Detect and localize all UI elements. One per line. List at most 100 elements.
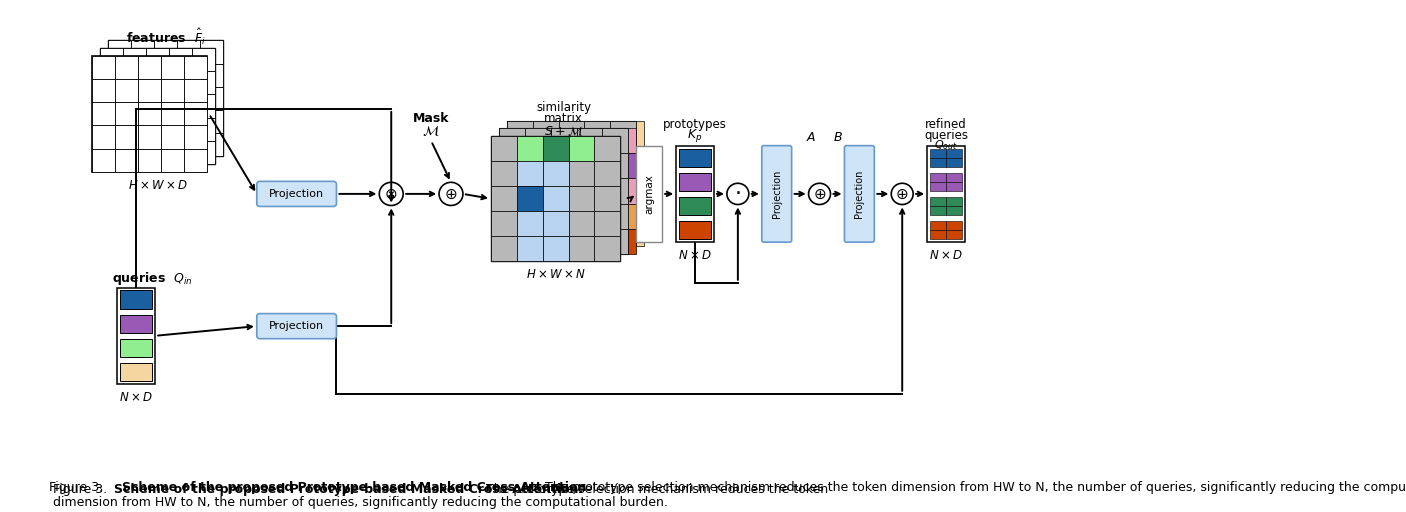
Bar xyxy=(100,95,124,118)
Bar xyxy=(499,204,524,229)
Bar xyxy=(946,206,962,215)
Text: dimension from HW to N, the number of queries, significantly reducing the comput: dimension from HW to N, the number of qu… xyxy=(52,496,668,509)
Bar xyxy=(637,196,644,221)
Bar xyxy=(524,179,551,204)
Bar xyxy=(124,71,146,95)
Bar xyxy=(931,221,946,230)
Bar xyxy=(162,56,184,79)
Bar xyxy=(184,56,207,79)
Text: $S + \mathcal{M}$: $S + \mathcal{M}$ xyxy=(544,124,583,138)
Bar xyxy=(610,145,637,170)
Bar xyxy=(517,237,543,262)
Bar xyxy=(524,204,551,229)
Bar xyxy=(169,141,193,164)
Bar xyxy=(499,229,524,254)
Bar xyxy=(138,148,162,172)
Bar xyxy=(93,102,115,125)
Bar xyxy=(499,129,524,154)
FancyBboxPatch shape xyxy=(257,313,336,339)
Bar xyxy=(93,56,115,79)
Text: queries: queries xyxy=(924,129,969,141)
Bar xyxy=(524,154,551,179)
Text: $A$: $A$ xyxy=(807,132,817,144)
Text: ⊗: ⊗ xyxy=(385,186,398,201)
Bar xyxy=(108,40,224,156)
Bar xyxy=(184,125,207,148)
Bar xyxy=(927,145,965,242)
Bar xyxy=(551,179,576,204)
Bar xyxy=(93,79,115,102)
Circle shape xyxy=(808,183,831,204)
Bar xyxy=(628,154,637,179)
Circle shape xyxy=(439,182,463,205)
Bar xyxy=(524,129,551,154)
Bar xyxy=(576,129,602,154)
Bar xyxy=(931,182,946,191)
Text: $\mathcal{M}$: $\mathcal{M}$ xyxy=(422,124,440,138)
Bar xyxy=(146,48,169,71)
Bar xyxy=(146,71,169,95)
Bar xyxy=(131,40,155,63)
Bar xyxy=(108,63,131,87)
Bar xyxy=(946,148,962,158)
Bar xyxy=(193,95,215,118)
Text: queries  $Q_{in}$: queries $Q_{in}$ xyxy=(112,270,193,287)
Bar xyxy=(121,314,152,333)
Bar xyxy=(610,221,637,246)
Bar xyxy=(585,170,610,196)
Bar xyxy=(679,173,711,191)
Bar xyxy=(543,136,568,161)
Bar xyxy=(108,40,131,63)
Bar xyxy=(517,186,543,211)
Bar xyxy=(628,229,637,254)
Bar xyxy=(146,118,169,141)
Bar xyxy=(558,221,585,246)
Bar xyxy=(517,211,543,237)
Bar xyxy=(576,204,602,229)
Bar xyxy=(200,133,224,156)
Bar xyxy=(491,186,517,211)
Bar xyxy=(533,120,558,145)
Bar xyxy=(551,129,576,154)
Bar xyxy=(146,95,169,118)
Bar xyxy=(576,179,602,204)
Bar xyxy=(124,141,146,164)
Bar xyxy=(585,221,610,246)
Bar xyxy=(169,95,193,118)
Bar xyxy=(93,125,115,148)
Bar xyxy=(568,237,595,262)
Bar xyxy=(169,48,193,71)
Bar xyxy=(595,136,620,161)
Bar xyxy=(637,120,644,145)
Bar xyxy=(576,154,602,179)
Bar xyxy=(679,148,711,167)
Bar xyxy=(602,154,628,179)
Bar xyxy=(931,173,946,182)
Bar xyxy=(558,170,585,196)
Bar xyxy=(193,118,215,141)
Text: $K_p$: $K_p$ xyxy=(688,127,703,144)
FancyBboxPatch shape xyxy=(762,145,792,242)
Bar xyxy=(491,161,517,186)
Text: ⊕: ⊕ xyxy=(813,186,825,201)
Bar xyxy=(146,141,169,164)
Bar xyxy=(506,120,533,145)
Bar xyxy=(115,148,138,172)
Bar xyxy=(138,102,162,125)
Bar xyxy=(100,48,215,164)
Bar xyxy=(184,79,207,102)
Bar xyxy=(506,196,533,221)
Text: Projection: Projection xyxy=(269,189,325,199)
Bar xyxy=(931,230,946,239)
Bar xyxy=(177,133,200,156)
Bar xyxy=(595,237,620,262)
Bar xyxy=(117,288,155,384)
Text: $N \times D$: $N \times D$ xyxy=(929,249,963,262)
Bar xyxy=(946,158,962,167)
Bar xyxy=(517,161,543,186)
Bar xyxy=(184,148,207,172)
Bar xyxy=(533,170,558,196)
Bar xyxy=(100,118,124,141)
Bar xyxy=(679,197,711,215)
Bar xyxy=(100,141,124,164)
